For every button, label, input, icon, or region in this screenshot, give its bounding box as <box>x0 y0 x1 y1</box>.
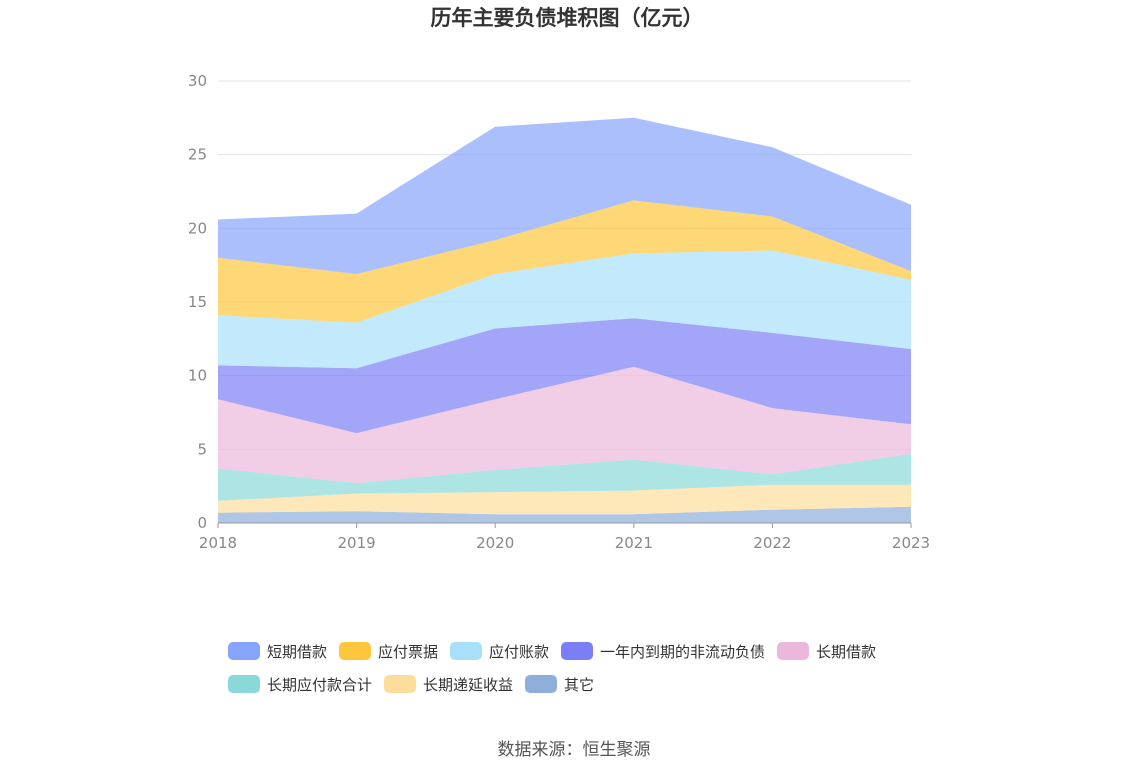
legend-swatch <box>561 642 593 660</box>
area-其它 <box>218 506 911 523</box>
legend-label: 长期借款 <box>816 643 876 661</box>
axes: 0 5 10 15 20 25 30 2018 2019 2020 2021 2022 2023 <box>188 72 930 552</box>
legend-item[interactable]: 长期借款 <box>777 642 876 661</box>
area-应付账款 <box>218 250 911 369</box>
legend-swatch <box>384 675 416 693</box>
chart-title: 历年主要负债堆积图（亿元） <box>431 6 704 30</box>
legend-item[interactable]: 其它 <box>525 675 594 694</box>
legend-label: 短期借款 <box>267 643 327 661</box>
x-tick-label: 2019 <box>338 534 376 552</box>
x-tick-label: 2022 <box>753 534 791 552</box>
legend-label: 一年内到期的非流动负债 <box>600 643 765 661</box>
area-一年内到期的非流动负债 <box>218 318 911 434</box>
legend-label: 应付账款 <box>489 643 549 661</box>
legend-swatch <box>228 675 260 693</box>
legend-swatch <box>228 642 260 660</box>
x-tick-label: 2018 <box>199 534 237 552</box>
area-长期递延收益 <box>218 484 911 515</box>
y-tick-label: 30 <box>188 72 207 90</box>
area-应付票据 <box>218 200 911 323</box>
legend-label: 应付票据 <box>378 643 438 661</box>
legend-item[interactable]: 长期应付款合计 <box>228 675 372 694</box>
x-tick-label: 2020 <box>476 534 514 552</box>
legend-item[interactable]: 应付账款 <box>450 642 549 661</box>
legend-item[interactable]: 短期借款 <box>228 642 327 661</box>
legend-swatch <box>450 642 482 660</box>
legend-item[interactable]: 应付票据 <box>339 642 438 661</box>
legend-label: 其它 <box>564 676 594 694</box>
area-短期借款 <box>218 117 911 274</box>
y-tick-label: 20 <box>188 219 207 237</box>
legend-swatch <box>525 675 557 693</box>
legend-item[interactable]: 一年内到期的非流动负债 <box>561 642 765 661</box>
x-tick-label: 2023 <box>892 534 930 552</box>
area-长期借款 <box>218 366 911 484</box>
legend-label: 长期递延收益 <box>423 676 513 694</box>
source-text: 数据来源：恒生聚源 <box>498 740 651 760</box>
y-tick-label: 15 <box>188 293 207 311</box>
legend-item[interactable]: 长期递延收益 <box>384 675 513 694</box>
legend-swatch <box>339 642 371 660</box>
legend-swatch <box>777 642 809 660</box>
y-tick-label: 5 <box>197 440 207 458</box>
y-tick-label: 25 <box>188 146 207 164</box>
x-tick-label: 2021 <box>615 534 653 552</box>
legend-label: 长期应付款合计 <box>267 676 372 694</box>
area-series <box>218 117 911 523</box>
y-tick-label: 10 <box>188 367 207 385</box>
area-长期应付款合计 <box>218 453 911 501</box>
y-tick-label: 0 <box>197 514 207 532</box>
